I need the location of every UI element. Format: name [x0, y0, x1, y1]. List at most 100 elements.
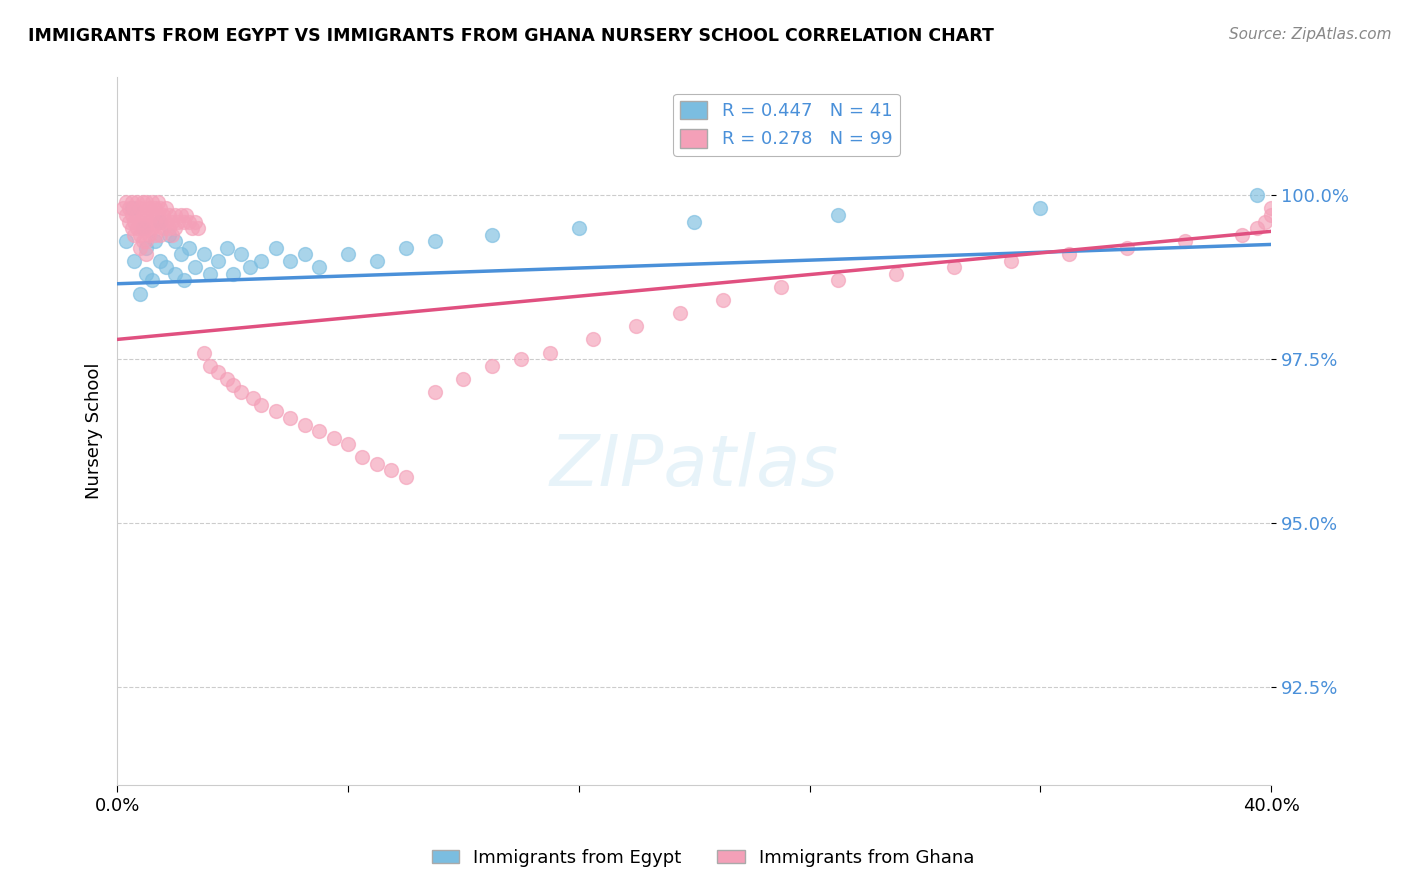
Point — [423, 384, 446, 399]
Point — [1260, 208, 1282, 222]
Point — [152, 221, 174, 235]
Point — [129, 227, 152, 242]
Point — [157, 227, 180, 242]
Point — [294, 247, 316, 261]
Point — [294, 417, 316, 432]
Point — [207, 365, 229, 379]
Point — [668, 306, 690, 320]
Point — [1000, 253, 1022, 268]
Point — [1173, 234, 1195, 248]
Point — [124, 227, 146, 242]
Point — [155, 214, 177, 228]
Point — [198, 267, 221, 281]
Point — [173, 214, 195, 228]
Point — [215, 241, 238, 255]
Point — [221, 267, 243, 281]
Point — [1246, 221, 1268, 235]
Point — [127, 208, 149, 222]
Point — [127, 194, 149, 209]
Point — [942, 260, 965, 275]
Point — [132, 208, 155, 222]
Point — [278, 411, 301, 425]
Point — [135, 247, 157, 261]
Point — [143, 234, 166, 248]
Point — [143, 227, 166, 242]
Point — [127, 221, 149, 235]
Point — [141, 221, 163, 235]
Point — [146, 194, 169, 209]
Point — [198, 359, 221, 373]
Point — [149, 253, 172, 268]
Point — [264, 404, 287, 418]
Point — [538, 345, 561, 359]
Point — [827, 273, 849, 287]
Point — [124, 202, 146, 216]
Point — [132, 221, 155, 235]
Point — [242, 392, 264, 406]
Point — [115, 234, 138, 248]
Point — [169, 247, 191, 261]
Legend: R = 0.447   N = 41, R = 0.278   N = 99: R = 0.447 N = 41, R = 0.278 N = 99 — [673, 94, 900, 156]
Point — [423, 234, 446, 248]
Point — [510, 352, 533, 367]
Point — [157, 208, 180, 222]
Point — [366, 457, 388, 471]
Point — [193, 345, 215, 359]
Point — [146, 208, 169, 222]
Point — [121, 194, 143, 209]
Point — [453, 372, 475, 386]
Point — [118, 202, 141, 216]
Point — [135, 234, 157, 248]
Point — [132, 234, 155, 248]
Point — [157, 221, 180, 235]
Point — [278, 253, 301, 268]
Point — [1232, 227, 1254, 242]
Point — [1260, 202, 1282, 216]
Point — [138, 202, 160, 216]
Point — [163, 267, 186, 281]
Point — [1246, 188, 1268, 202]
Point — [111, 202, 134, 216]
Point — [143, 202, 166, 216]
Point — [380, 463, 402, 477]
Point — [395, 241, 418, 255]
Point — [187, 221, 209, 235]
Point — [115, 208, 138, 222]
Point — [149, 214, 172, 228]
Point — [176, 208, 198, 222]
Text: Source: ZipAtlas.com: Source: ZipAtlas.com — [1229, 27, 1392, 42]
Point — [481, 227, 503, 242]
Point — [193, 247, 215, 261]
Legend: Immigrants from Egypt, Immigrants from Ghana: Immigrants from Egypt, Immigrants from G… — [425, 842, 981, 874]
Point — [115, 194, 138, 209]
Point — [129, 286, 152, 301]
Point — [135, 241, 157, 255]
Point — [1057, 247, 1080, 261]
Point — [129, 214, 152, 228]
Point — [366, 253, 388, 268]
Point — [121, 202, 143, 216]
Point — [132, 221, 155, 235]
Point — [135, 267, 157, 281]
Point — [132, 194, 155, 209]
Point — [143, 214, 166, 228]
Point — [239, 260, 262, 275]
Point — [582, 333, 605, 347]
Point — [163, 221, 186, 235]
Point — [215, 372, 238, 386]
Text: ZIPatlas: ZIPatlas — [550, 432, 838, 501]
Point — [118, 214, 141, 228]
Y-axis label: Nursery School: Nursery School — [86, 363, 103, 500]
Point — [179, 214, 201, 228]
Point — [1029, 202, 1052, 216]
Point — [124, 253, 146, 268]
Point — [395, 470, 418, 484]
Point — [149, 227, 172, 242]
Point — [827, 208, 849, 222]
Point — [124, 214, 146, 228]
Point — [626, 319, 648, 334]
Point — [141, 208, 163, 222]
Point — [181, 221, 204, 235]
Point — [160, 214, 183, 228]
Point — [135, 194, 157, 209]
